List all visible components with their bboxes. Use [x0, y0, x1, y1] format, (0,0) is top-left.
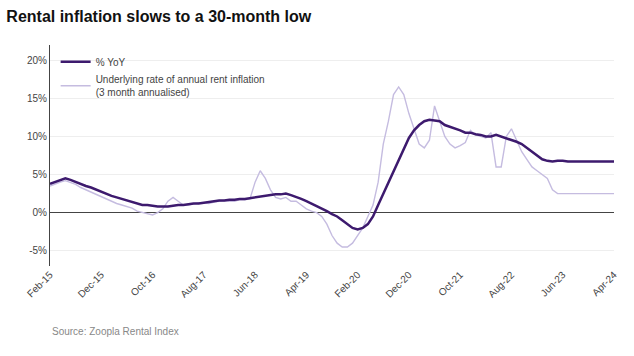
svg-text:Feb-20: Feb-20	[332, 269, 362, 299]
svg-text:Source: Zoopla Rental Index: Source: Zoopla Rental Index	[52, 326, 179, 337]
svg-text:5%: 5%	[33, 169, 48, 180]
svg-text:Apr-24: Apr-24	[590, 269, 619, 298]
svg-text:15%: 15%	[27, 93, 47, 104]
svg-text:Jun-23: Jun-23	[538, 269, 568, 299]
svg-text:% YoY: % YoY	[96, 57, 126, 68]
svg-text:Dec-20: Dec-20	[383, 269, 414, 300]
svg-text:10%: 10%	[27, 131, 47, 142]
svg-text:-5%: -5%	[29, 245, 47, 256]
svg-text:Apr-19: Apr-19	[282, 269, 311, 298]
svg-text:Dec-15: Dec-15	[76, 269, 107, 300]
svg-text:Underlying rate of annual rent: Underlying rate of annual rent inflation…	[96, 74, 265, 98]
svg-text:0%: 0%	[33, 207, 48, 218]
svg-text:Jun-18: Jun-18	[231, 269, 261, 299]
svg-text:Aug-22: Aug-22	[486, 269, 517, 300]
svg-text:Feb-15: Feb-15	[25, 269, 55, 299]
svg-text:Oct-16: Oct-16	[128, 269, 157, 298]
svg-text:Aug-17: Aug-17	[178, 269, 209, 300]
svg-text:Oct-21: Oct-21	[436, 269, 465, 298]
svg-text:Rental inflation slows to a 30: Rental inflation slows to a 30-month low	[6, 8, 311, 25]
svg-text:20%: 20%	[27, 55, 47, 66]
